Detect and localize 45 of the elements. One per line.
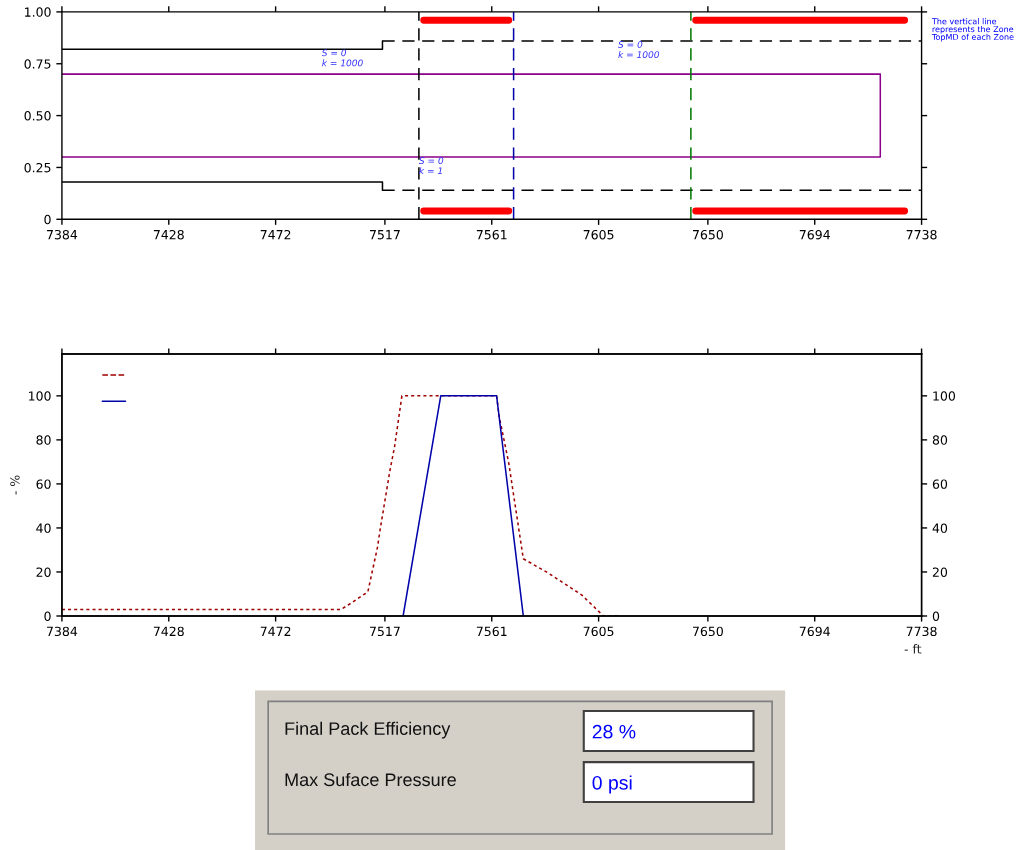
annotation: S = 0 k = 1000 xyxy=(618,41,660,59)
y2-tick-label: 100 xyxy=(933,391,956,401)
x-tick-label: 7694 xyxy=(799,626,830,637)
x-tick-label: 7428 xyxy=(153,626,184,637)
y-tick-label: 100 xyxy=(29,391,51,401)
y-tick-label: 0 xyxy=(44,214,51,225)
y2-tick-label: 80 xyxy=(932,435,948,445)
x-tick-label: 7384 xyxy=(47,229,78,240)
y-tick-label: 80 xyxy=(36,435,51,445)
x-tick-label: 7605 xyxy=(583,626,614,637)
y-tick-label: 40 xyxy=(36,523,51,533)
y-tick-label: 0.50 xyxy=(24,111,51,121)
y2-tick-label: 60 xyxy=(932,479,948,489)
text: The vertical line represents the Zone TopMD of each Zone xyxy=(931,18,1014,42)
x-tick-label: 7472 xyxy=(260,229,291,240)
y-tick-label: 0.75 xyxy=(24,59,51,69)
x-tick-label: 7650 xyxy=(693,229,723,240)
y-tick-label: 20 xyxy=(36,567,51,577)
text: 0 psi xyxy=(592,775,632,794)
y-tick-label: 0.25 xyxy=(24,162,51,173)
x-tick-label: 7694 xyxy=(799,229,830,240)
x-tick-label: 7517 xyxy=(370,626,400,637)
x-tick-label: 7561 xyxy=(476,626,507,637)
annotation: S = 0 k = 1000 xyxy=(321,49,363,67)
y2-tick-label: 40 xyxy=(932,523,948,533)
y-tick-label: 60 xyxy=(36,479,51,489)
x-tick-label: 7517 xyxy=(370,230,400,240)
x-tick-label: 7428 xyxy=(153,229,184,240)
text: Max Suface Pressure xyxy=(285,772,456,787)
x-tick-label: 7738 xyxy=(906,626,937,637)
annotation: S = 0 k = 1 xyxy=(418,157,444,175)
y-axis-title: - % xyxy=(10,475,20,495)
x-tick-label: 7472 xyxy=(260,626,291,636)
text: Final Pack Efficiency xyxy=(285,721,451,739)
text: 28 % xyxy=(592,724,636,739)
y2-tick-label: 0 xyxy=(932,611,940,621)
x-axis-title: - ft xyxy=(904,644,922,654)
y-tick-label: 0 xyxy=(44,611,51,621)
x-tick-label: 7738 xyxy=(906,229,937,240)
x-tick-label: 7384 xyxy=(47,626,78,637)
x-tick-label: 7561 xyxy=(476,229,507,240)
y2-tick-label: 20 xyxy=(932,567,948,577)
x-tick-label: 7650 xyxy=(693,626,723,637)
y-tick-label: 1.00 xyxy=(25,7,51,17)
x-tick-label: 7605 xyxy=(583,229,614,240)
